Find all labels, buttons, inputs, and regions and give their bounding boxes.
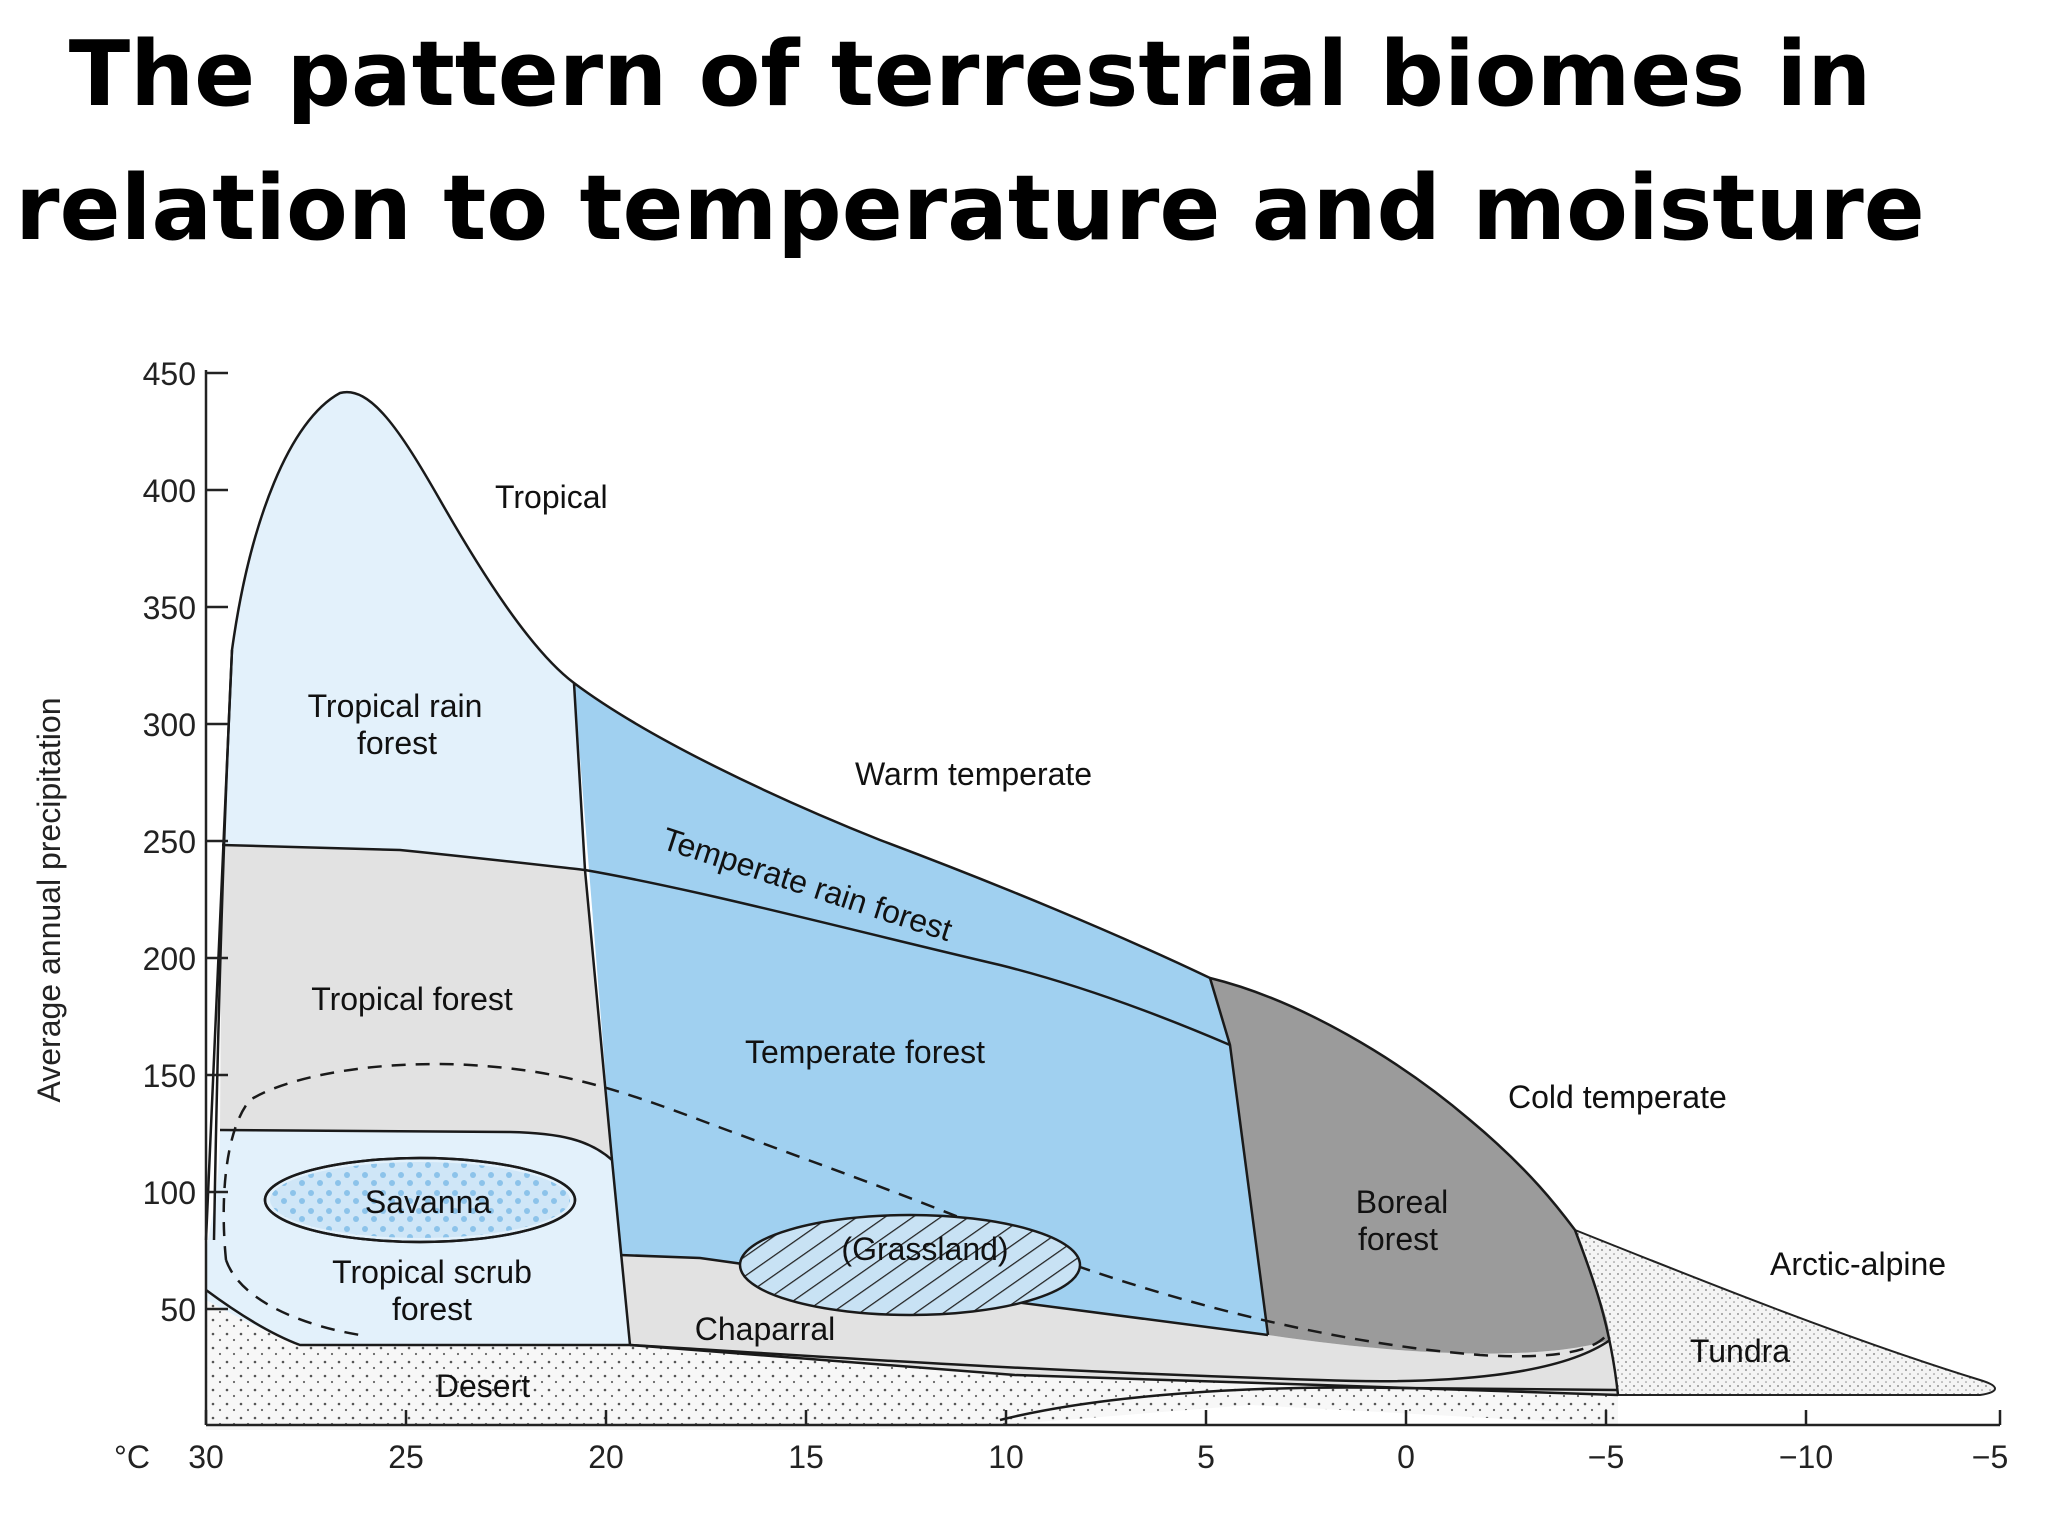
x-tick-label: 5 [1197, 1439, 1215, 1475]
x-unit-label: °C [114, 1439, 150, 1475]
y-tick-label: 300 [143, 707, 196, 743]
boreal-forest-region [1210, 978, 1610, 1354]
axes [204, 370, 2002, 1427]
biome-label-tropical-rain-forest: Tropical rain [308, 688, 483, 724]
y-tick-label: 450 [143, 356, 196, 392]
y-tick-label: 250 [143, 824, 196, 860]
y-tick-label: 150 [143, 1058, 196, 1094]
x-tick-labels: °C 30 25 20 15 10 5 0 −5 −10 −5 [114, 1439, 2008, 1475]
x-tick-label: −10 [1779, 1439, 1833, 1475]
x-tick-label: 20 [588, 1439, 624, 1475]
page-title: The pattern of terrestrial biomes in rel… [0, 8, 1940, 276]
zone-label-cold-temperate: Cold temperate [1508, 1079, 1727, 1115]
tundra-region [1573, 1228, 1996, 1396]
biome-label-boreal-forest: Boreal [1356, 1184, 1449, 1220]
x-tick-label: −5 [1972, 1439, 2008, 1475]
biome-label-grassland: (Grassland) [841, 1231, 1008, 1267]
x-tick-label: −5 [1588, 1439, 1624, 1475]
tropical-forest-region [220, 845, 612, 1160]
tropical-rain-forest-region [222, 392, 585, 870]
zone-label-warm-temperate: Warm temperate [855, 756, 1092, 792]
y-tick-label: 100 [143, 1175, 196, 1211]
biome-label-boreal-forest-2: forest [1358, 1221, 1438, 1257]
y-tick-label: 350 [143, 590, 196, 626]
biome-label-desert: Desert [436, 1368, 530, 1404]
biome-label-tundra: Tundra [1690, 1333, 1790, 1369]
zone-label-tropical: Tropical [495, 479, 608, 515]
y-tick-label: 50 [160, 1292, 196, 1328]
grassland-region [738, 1213, 1082, 1317]
biome-label-chaparral: Chaparral [695, 1311, 836, 1347]
biome-label-tropical-scrub-2: forest [392, 1291, 472, 1327]
x-tick-label: 30 [188, 1439, 224, 1475]
y-tick-labels: 450 400 350 300 250 200 150 100 50 [143, 356, 196, 1328]
title-line-1: The pattern of terrestrial biomes in [68, 22, 1872, 127]
y-axis-label: Average annual precipitation [31, 697, 67, 1102]
savanna-outline [263, 1156, 577, 1244]
temperate-forest-region [574, 683, 1268, 1335]
desert-region [206, 1300, 1618, 1430]
x-tick-label: 0 [1397, 1439, 1415, 1475]
y-tick-label: 200 [143, 941, 196, 977]
x-tick-label: 25 [388, 1439, 424, 1475]
title-line-2: relation to temperature and moisture [15, 156, 1925, 261]
x-tick-label: 10 [988, 1439, 1024, 1475]
y-tick-label: 400 [143, 473, 196, 509]
x-tick-label: 15 [788, 1439, 824, 1475]
biome-label-tropical-forest: Tropical forest [311, 981, 513, 1017]
zone-label-arctic-alpine: Arctic-alpine [1770, 1246, 1946, 1282]
biome-label-temperate-forest: Temperate forest [745, 1034, 985, 1070]
biome-outlines [204, 390, 1620, 1422]
biome-label-tropical-rain-forest-2: forest [357, 725, 437, 761]
savanna-region [270, 1162, 570, 1238]
biome-label-tropical-scrub: Tropical scrub [332, 1254, 532, 1290]
biome-label-savanna: Savanna [365, 1184, 492, 1220]
